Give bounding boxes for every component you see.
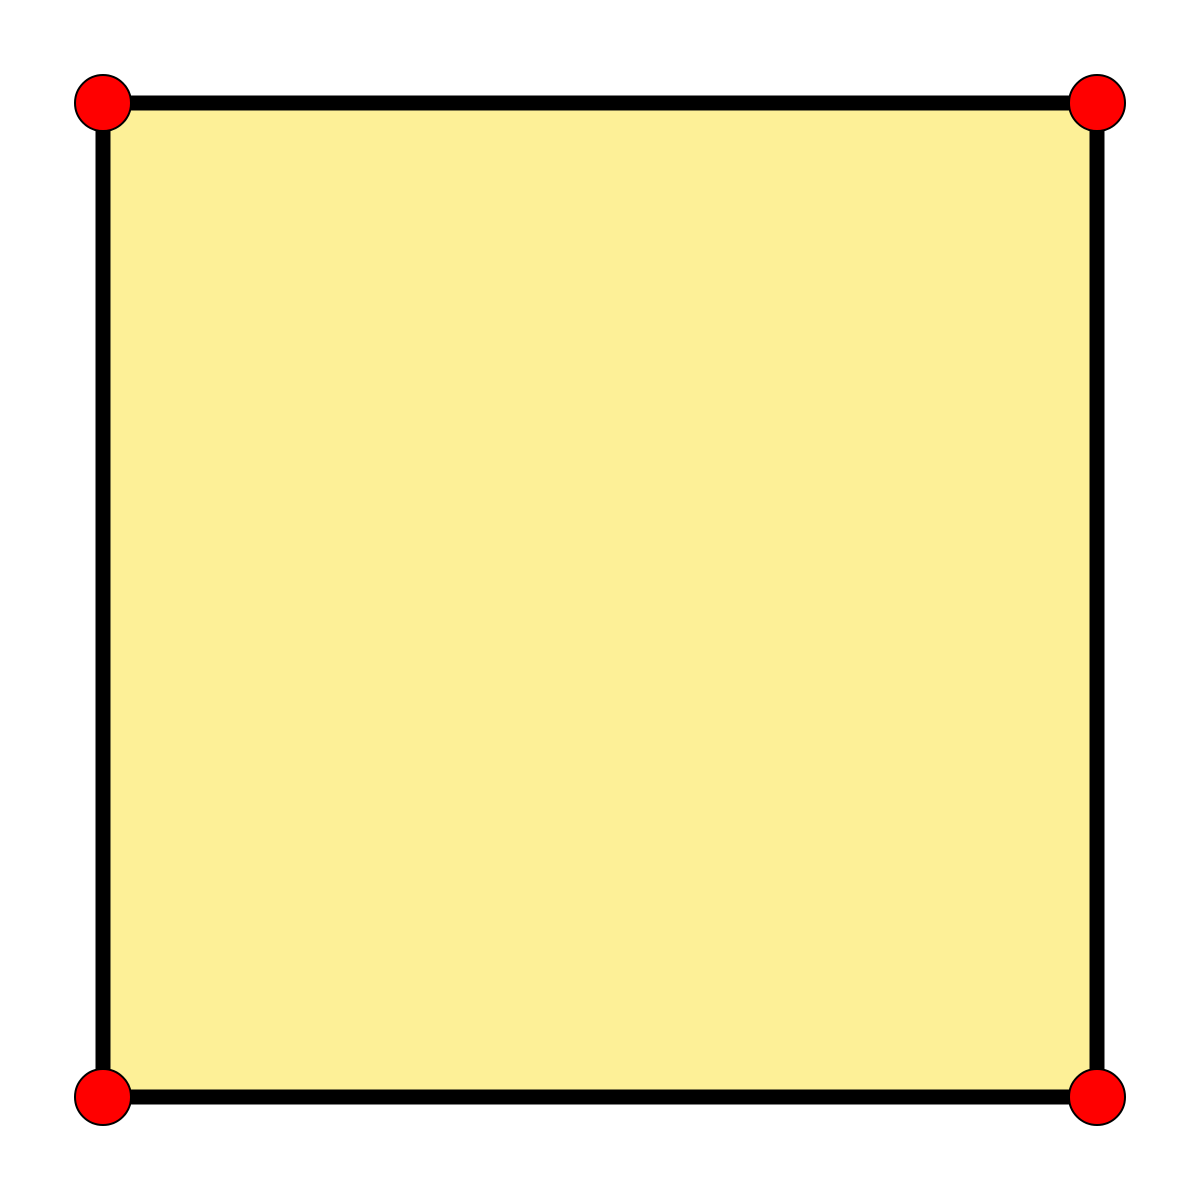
vertex-top-left [74,74,132,132]
vertex-bottom-right [1068,1068,1126,1126]
vertex-top-right [1068,74,1126,132]
square-face [103,103,1097,1097]
vertex-bottom-left [74,1068,132,1126]
